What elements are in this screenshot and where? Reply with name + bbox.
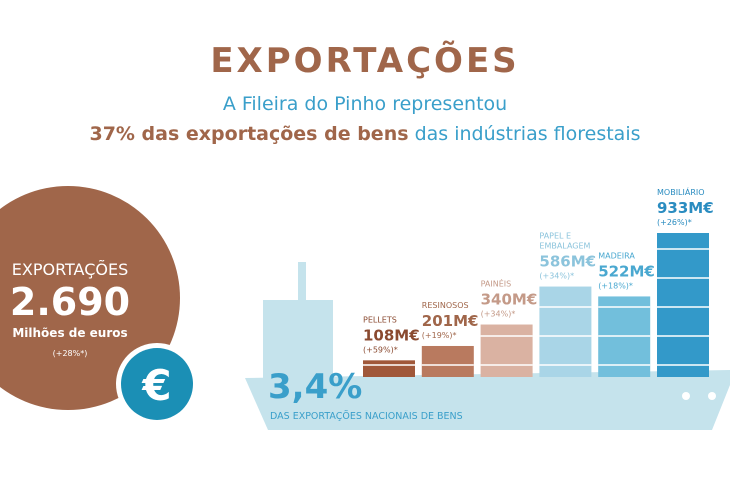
euro-symbol: € (141, 361, 171, 410)
value-label: 201M€ (422, 312, 479, 330)
value-label: 108M€ (363, 326, 420, 344)
mast (298, 262, 306, 302)
value-label: 522M€ (598, 262, 655, 280)
porthole (708, 392, 716, 400)
hull (245, 370, 730, 430)
category-label: PELLETS (363, 315, 397, 324)
value-label: 933M€ (657, 199, 714, 217)
ship (245, 262, 730, 430)
share-value: 3,4% (268, 367, 362, 407)
value-label: 340M€ (481, 291, 538, 309)
subtitle: 37% das exportações de bens das indústri… (89, 123, 640, 145)
change-label: (+34%)* (481, 310, 516, 319)
porthole (682, 392, 690, 400)
total-label: EXPORTAÇÕES (12, 260, 129, 279)
total-change: (+28%*) (53, 349, 88, 358)
share-label: DAS EXPORTAÇÕES NACIONAIS DE BENS (270, 410, 463, 422)
title: EXPORTAÇÕES (210, 40, 519, 81)
subtitle-strong: 37% das exportações de bens (89, 123, 408, 145)
change-label: (+59%)* (363, 345, 398, 354)
category-label: PAPEL E EMBALAGEM (539, 232, 590, 251)
category-label: RESINOSOS (422, 301, 469, 310)
total-unit: Milhões de euros (12, 326, 127, 340)
bar (657, 233, 709, 377)
change-label: (+34%)* (539, 272, 574, 281)
total-value: 2.690 (10, 280, 130, 324)
euro-icon (121, 348, 193, 420)
bar (480, 324, 533, 377)
subtitle: A Fileira do Pinho representou (223, 93, 507, 115)
bar (421, 345, 474, 377)
category-label: MADEIRA (598, 251, 635, 260)
bar (539, 286, 592, 377)
bars: PELLETS 108M€(+59%)* RESINOSOS 201M€(+19%)*… (363, 186, 714, 377)
category-label: MOBILIÁRIO (657, 186, 705, 197)
change-label: (+26%)* (657, 218, 692, 227)
value-label: 586M€ (539, 253, 596, 271)
category-label: PAINÉIS (481, 278, 512, 289)
change-label: (+18%)* (598, 281, 633, 290)
change-label: (+19%)* (422, 331, 457, 340)
bar (363, 360, 415, 377)
bridge (263, 300, 333, 380)
subtitle-rest: das indústrias florestais (409, 123, 641, 145)
